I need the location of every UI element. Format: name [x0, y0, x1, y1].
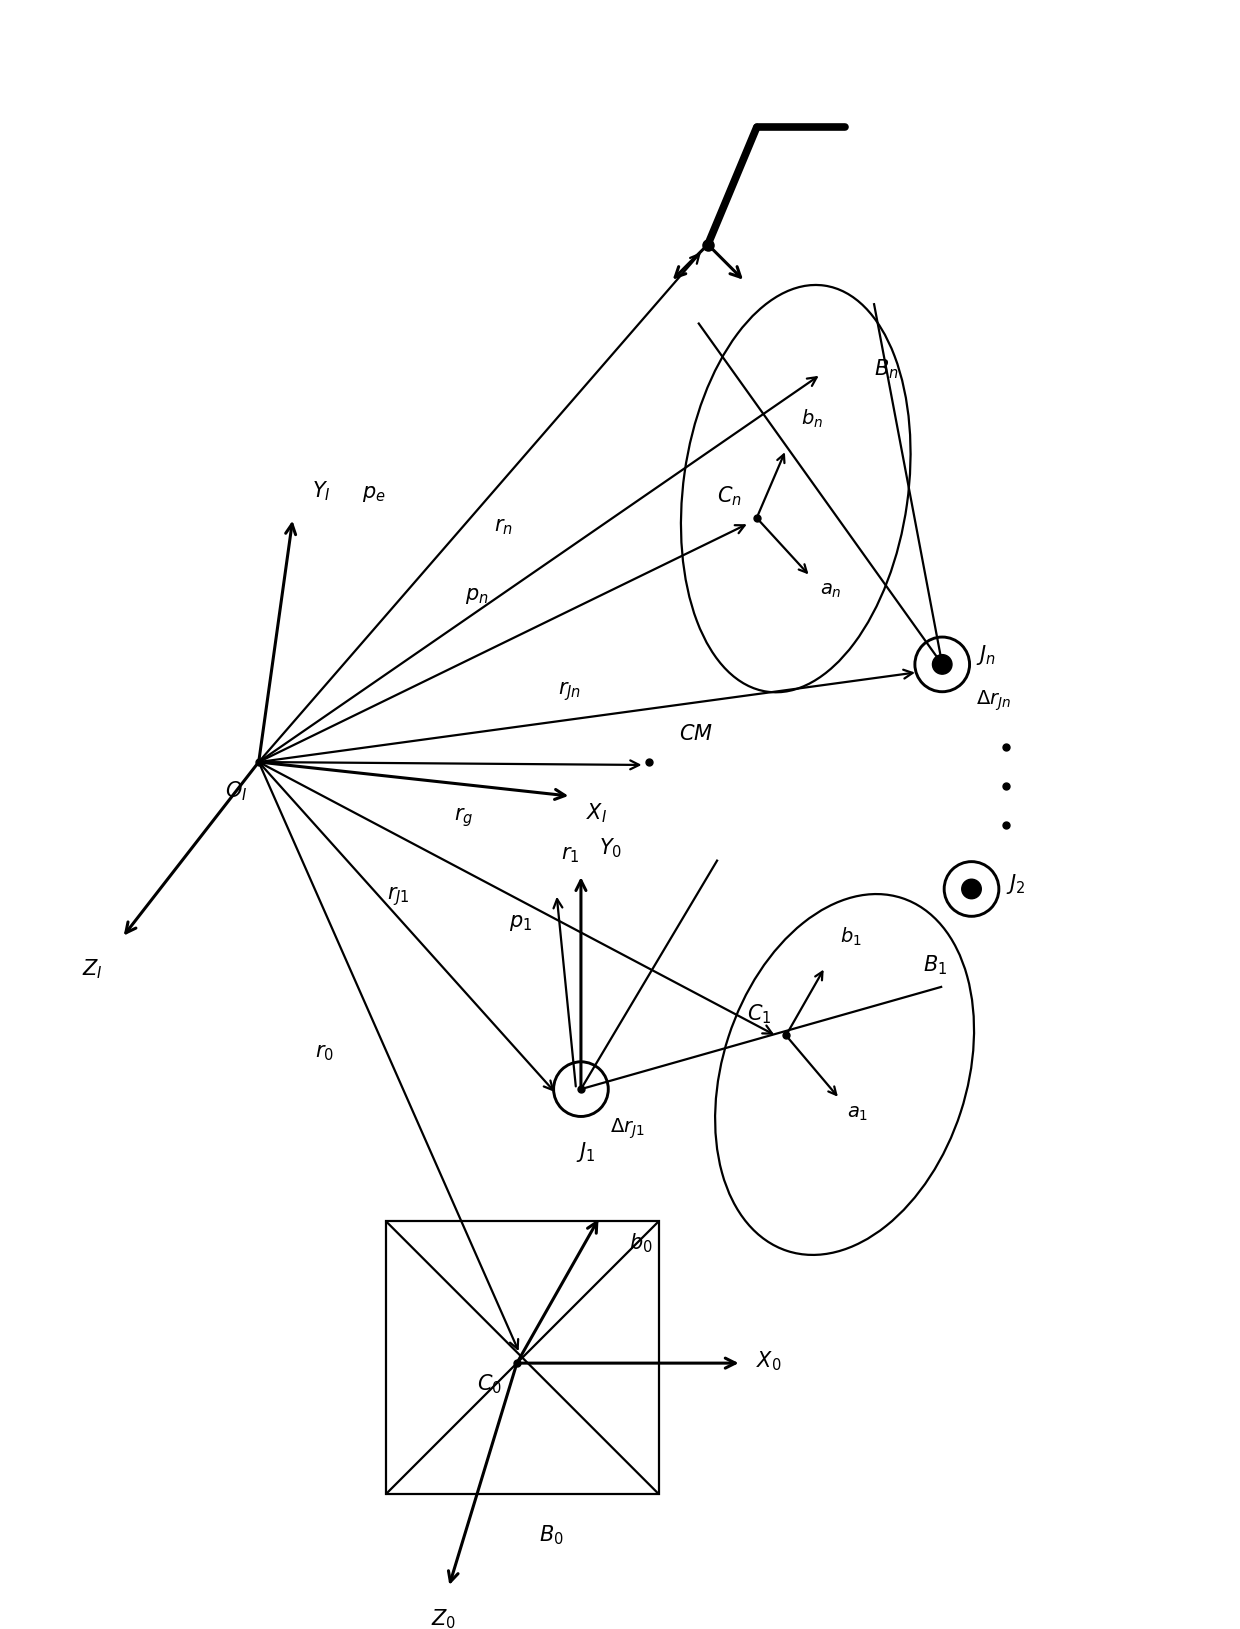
Bar	[386, 1222, 658, 1494]
Text: $p_e$: $p_e$	[362, 484, 386, 503]
Text: $C_0$: $C_0$	[477, 1373, 502, 1396]
Text: $r_{J1}$: $r_{J1}$	[387, 885, 410, 907]
Text: $r_0$: $r_0$	[315, 1043, 334, 1062]
Text: $a_n$: $a_n$	[820, 582, 842, 601]
Text: $C_1$: $C_1$	[746, 1002, 771, 1026]
Text: $X_0$: $X_0$	[756, 1349, 781, 1373]
Text: $B_1$: $B_1$	[923, 953, 947, 977]
Text: $Y_0$: $Y_0$	[599, 836, 621, 860]
Text: $b_0$: $b_0$	[629, 1232, 652, 1254]
Text: $r_n$: $r_n$	[494, 518, 512, 538]
Text: $B_n$: $B_n$	[874, 358, 899, 381]
Text: $Y_I$: $Y_I$	[312, 479, 331, 503]
Text: $p_n$: $p_n$	[465, 586, 489, 606]
Text: $J_n$: $J_n$	[976, 642, 996, 666]
Text: $a_1$: $a_1$	[847, 1104, 868, 1122]
Text: $r_1$: $r_1$	[562, 844, 580, 865]
Text: $C_n$: $C_n$	[717, 484, 742, 508]
Text: $J_2$: $J_2$	[1006, 872, 1025, 896]
Text: $r_{Jn}$: $r_{Jn}$	[558, 681, 582, 704]
Circle shape	[932, 655, 952, 674]
Text: $b_1$: $b_1$	[839, 925, 862, 948]
Text: $b_n$: $b_n$	[801, 407, 822, 430]
Text: $O_I$: $O_I$	[224, 780, 247, 803]
Text: $Z_0$: $Z_0$	[432, 1608, 456, 1629]
Text: $J_1$: $J_1$	[577, 1140, 595, 1163]
Circle shape	[962, 880, 981, 899]
Text: $Z_I$: $Z_I$	[82, 958, 103, 981]
Text: $CM$: $CM$	[678, 725, 713, 744]
Text: $r_g$: $r_g$	[454, 806, 474, 829]
Text: $B_0$: $B_0$	[539, 1523, 564, 1548]
Text: $X_I$: $X_I$	[585, 801, 606, 824]
Text: $\Delta r_{Jn}$: $\Delta r_{Jn}$	[976, 689, 1012, 714]
Text: $p_1$: $p_1$	[508, 914, 532, 933]
Text: $\Delta r_{J1}$: $\Delta r_{J1}$	[610, 1116, 645, 1140]
